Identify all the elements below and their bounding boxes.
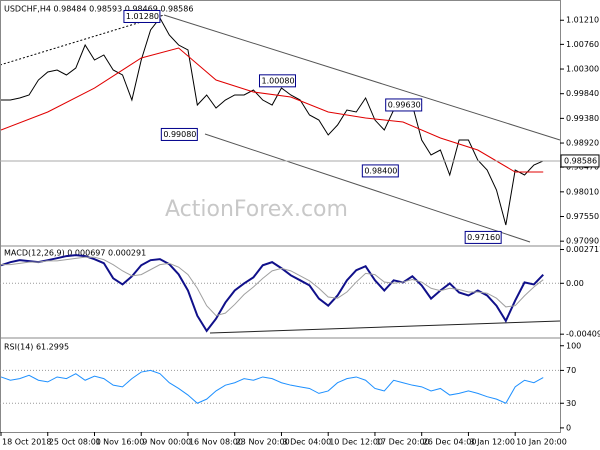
- annotation-label: 0.97160: [467, 233, 500, 242]
- series-line: [1, 256, 544, 317]
- series-line: [0, 369, 544, 404]
- annotation-label: 0.98400: [364, 166, 397, 175]
- annotation-label: 1.01280: [126, 12, 159, 21]
- channel-line: [204, 133, 531, 243]
- y-tick-label: 0.97090: [566, 237, 599, 246]
- panel-title: MACD(12,26,9) 0.000697 0.000291: [4, 249, 146, 258]
- series-line: [1, 17, 544, 226]
- annotation-box: [160, 127, 198, 141]
- x-tick-label: 9 Nov 00:00: [142, 438, 191, 447]
- y-tick-label: -0.004093: [566, 330, 600, 339]
- y-tick-label: 0.98920: [566, 139, 599, 148]
- x-tick-label: 16 Nov 08:00: [189, 438, 243, 447]
- x-tick-label: 18 Oct 2018: [2, 438, 51, 447]
- macd-trend-line: [209, 320, 561, 334]
- x-tick-label: 23 Nov 20:00: [236, 438, 290, 447]
- channel-line: [163, 14, 561, 141]
- annotation-box: [361, 164, 399, 178]
- annotation-label: 0.99630: [388, 100, 421, 109]
- annotation-label: 1.00080: [261, 76, 294, 85]
- annotation-label: 0.99080: [163, 130, 196, 139]
- x-tick-label: 3 Dec 04:00: [282, 438, 331, 447]
- y-tick-label: 30: [566, 399, 576, 408]
- y-tick-label: 0.002717: [566, 245, 600, 254]
- annotation-box: [123, 9, 161, 23]
- series-line: [0, 47, 544, 173]
- last-price-box: [560, 154, 600, 168]
- y-tick-label: 0.00: [566, 279, 584, 288]
- annotation-box: [464, 230, 502, 244]
- x-tick-label: 26 Dec 04:00: [423, 438, 477, 447]
- x-tick-label: 25 Oct 08:00: [49, 438, 101, 447]
- y-tick-label: 1.01210: [566, 16, 599, 25]
- watermark: ActionForex.com: [165, 197, 348, 222]
- annotation-box: [258, 74, 296, 88]
- annotation-box: [385, 98, 423, 112]
- series-line: [0, 254, 544, 333]
- y-tick-label: 0.98010: [566, 187, 599, 196]
- y-tick-label: 70: [566, 366, 576, 375]
- x-tick-label: 10 Dec 12:00: [329, 438, 383, 447]
- panel-title: RSI(14) 61.2995: [4, 343, 69, 352]
- x-tick-label: 17 Dec 20:00: [376, 438, 430, 447]
- panel-title: USDCHF,H4 0.98484 0.98593 0.98469 0.9858…: [4, 5, 193, 14]
- x-tick-label: 10 Jan 20:00: [516, 438, 567, 447]
- y-tick-label: 100: [566, 341, 581, 350]
- y-tick-label: 0: [566, 423, 571, 432]
- y-tick-label: 0.99380: [566, 114, 599, 123]
- y-tick-label: 1.00760: [566, 40, 599, 49]
- x-tick-label: 1 Nov 16:00: [95, 438, 144, 447]
- y-tick-label: 0.99840: [566, 89, 599, 98]
- y-tick-label: 1.00300: [566, 65, 599, 74]
- trend-line: [0, 14, 165, 66]
- y-tick-label: 0.97550: [566, 212, 599, 221]
- last-price-label: 0.98586: [564, 156, 597, 165]
- x-tick-label: 3 Jan 12:00: [469, 438, 515, 447]
